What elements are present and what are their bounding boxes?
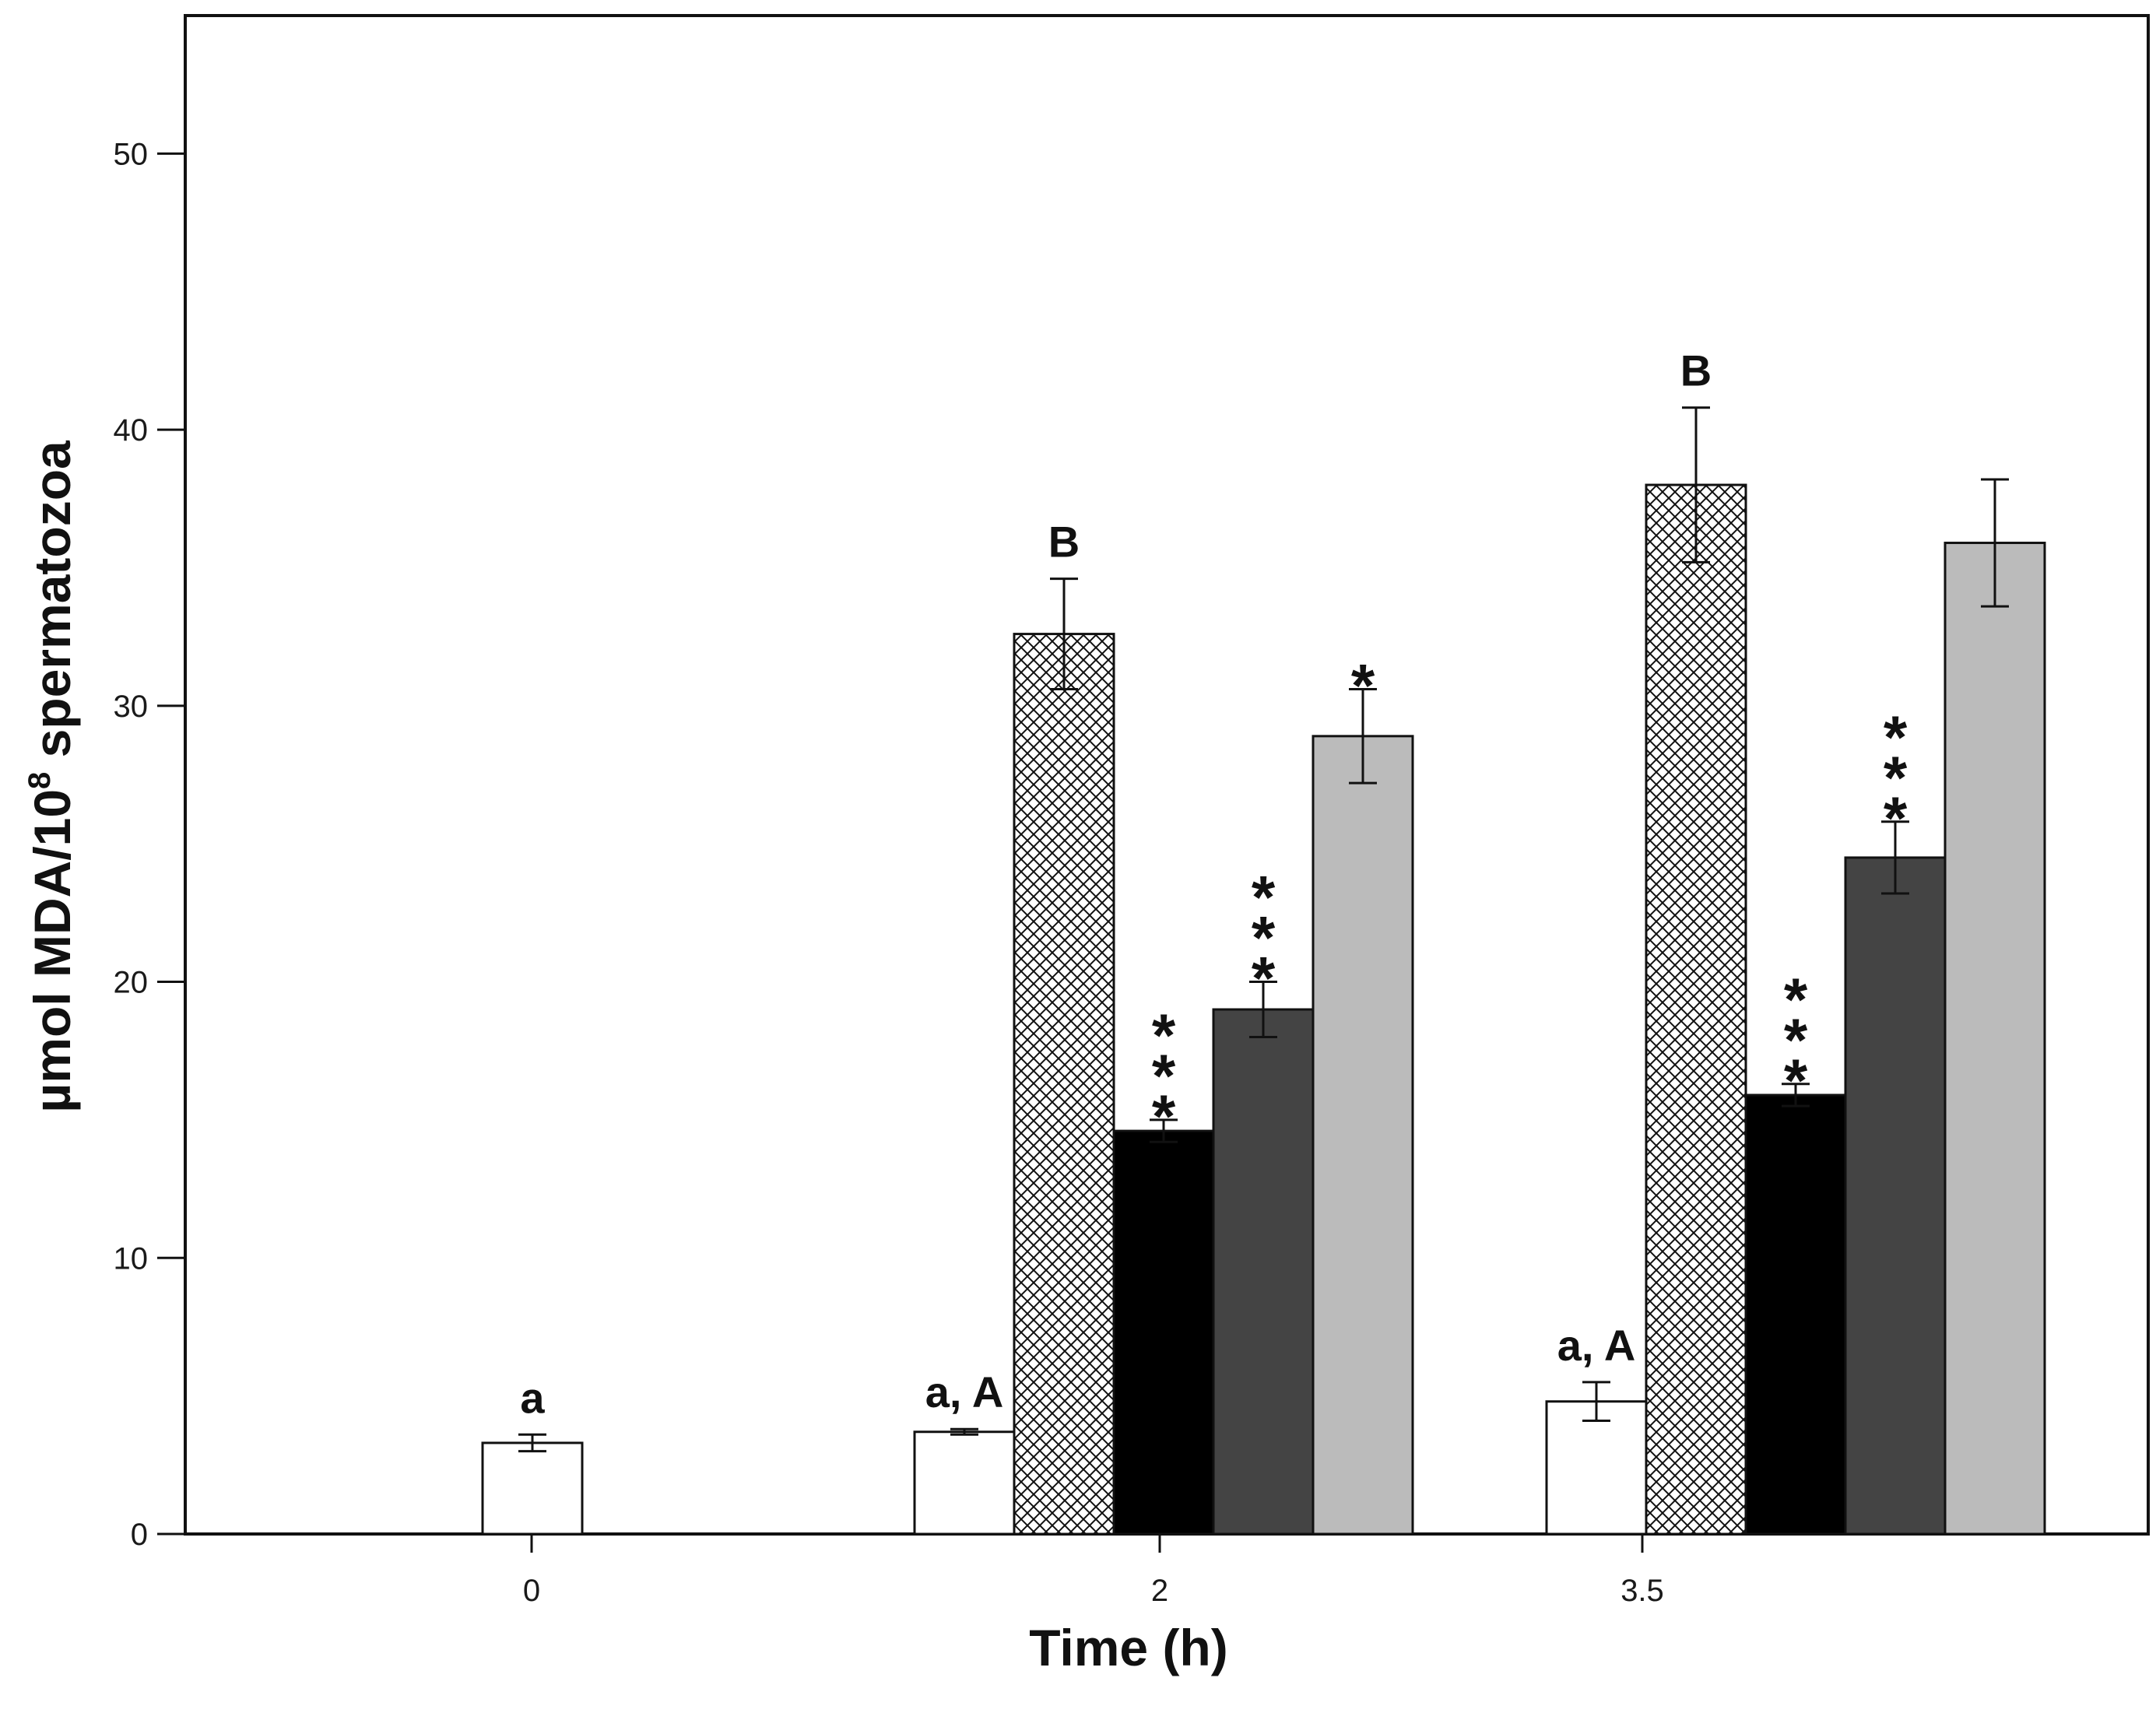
y-tick-label: 40 bbox=[114, 413, 149, 448]
bar-lightgray bbox=[1312, 735, 1414, 1536]
bar-white bbox=[913, 1430, 1016, 1536]
group-letter-label: B bbox=[1680, 346, 1712, 395]
significance-star: * bbox=[1784, 1006, 1808, 1074]
bar-white bbox=[481, 1441, 584, 1536]
y-axis: 0 10 20 30 40 50 bbox=[114, 137, 185, 1552]
y-tick-label: 0 bbox=[131, 1518, 148, 1552]
significance-star: * bbox=[1784, 1046, 1808, 1114]
x-axis: 0 2 3.5 bbox=[523, 1534, 1664, 1608]
bars bbox=[481, 483, 2046, 1536]
bar-black bbox=[1112, 1129, 1215, 1536]
x-tick-label: 0 bbox=[523, 1574, 540, 1608]
y-tick-label: 10 bbox=[114, 1241, 149, 1276]
significance-star: * bbox=[1252, 904, 1276, 972]
y-axis-title-tail: spermatozoa bbox=[23, 440, 81, 772]
y-tick-label: 50 bbox=[114, 137, 149, 171]
y-tick-label: 30 bbox=[114, 690, 149, 724]
significance-star: * bbox=[1252, 944, 1276, 1013]
bar-crosshatch bbox=[1645, 483, 1747, 1536]
error-bars bbox=[518, 406, 2009, 1453]
significance-star: * bbox=[1884, 784, 1908, 852]
group-letter-label: a, A bbox=[925, 1367, 1004, 1416]
y-axis-title-main: µmol MDA/10 bbox=[23, 789, 81, 1113]
x-axis-title: Time (h) bbox=[1029, 1619, 1227, 1676]
group-letter-label: B bbox=[1048, 518, 1080, 567]
y-tick-label: 20 bbox=[114, 966, 149, 1000]
bar-darkgray bbox=[1212, 1008, 1315, 1536]
significance-star: * bbox=[1884, 743, 1908, 812]
significance-star: * bbox=[1152, 1001, 1176, 1069]
x-tick-label: 3.5 bbox=[1621, 1574, 1664, 1608]
bar-crosshatch bbox=[1013, 633, 1115, 1536]
group-letter-label: a bbox=[520, 1373, 545, 1422]
y-axis-title: µmol MDA/108 spermatozoa bbox=[23, 440, 81, 1113]
y-axis-title-superscript: 8 bbox=[23, 772, 57, 789]
bar-black bbox=[1744, 1093, 1847, 1536]
bar-lightgray bbox=[1944, 542, 2046, 1536]
bar-white bbox=[1545, 1400, 1648, 1536]
significance-star: * bbox=[1152, 1082, 1176, 1150]
significance-star: * bbox=[1351, 651, 1375, 720]
annotations: a a, AB*******a, AB****** bbox=[520, 346, 1907, 1423]
group-letter-label: a, A bbox=[1557, 1321, 1636, 1370]
x-tick-label: 2 bbox=[1151, 1574, 1168, 1608]
bar-darkgray bbox=[1844, 856, 1947, 1536]
significance-star: * bbox=[1884, 703, 1908, 771]
significance-star: * bbox=[1784, 965, 1808, 1034]
significance-star: * bbox=[1252, 863, 1276, 932]
significance-star: * bbox=[1152, 1041, 1176, 1110]
